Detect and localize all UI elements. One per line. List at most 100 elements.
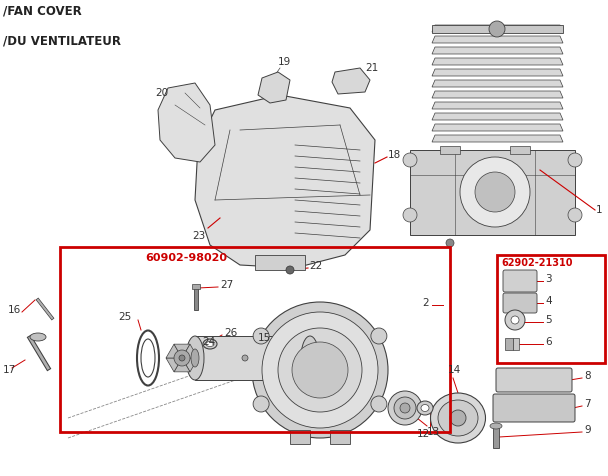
Circle shape (262, 312, 378, 428)
Bar (497, 255, 605, 363)
Circle shape (489, 21, 505, 37)
FancyBboxPatch shape (503, 293, 537, 313)
Text: 27: 27 (220, 280, 233, 290)
Polygon shape (432, 58, 563, 65)
Circle shape (253, 396, 269, 412)
Polygon shape (432, 113, 563, 120)
Polygon shape (174, 344, 190, 358)
Text: 4: 4 (545, 296, 551, 306)
Ellipse shape (30, 333, 46, 341)
Bar (308, 348, 322, 392)
Text: 3: 3 (545, 274, 551, 284)
Bar (410, 150, 575, 235)
Circle shape (253, 328, 269, 344)
Text: /DU VENTILATEUR: /DU VENTILATEUR (3, 34, 121, 47)
Polygon shape (432, 102, 563, 109)
Text: 5: 5 (545, 315, 551, 325)
Text: 7: 7 (584, 399, 590, 409)
Text: 2: 2 (422, 298, 429, 308)
Polygon shape (432, 25, 563, 32)
Bar (505, 338, 513, 350)
Polygon shape (166, 358, 182, 372)
Polygon shape (432, 124, 563, 131)
Polygon shape (195, 95, 375, 268)
Ellipse shape (186, 336, 204, 380)
Polygon shape (332, 68, 370, 94)
Text: 8: 8 (584, 371, 590, 381)
Bar (192, 284, 200, 289)
Ellipse shape (430, 393, 486, 443)
Polygon shape (432, 36, 563, 43)
Polygon shape (182, 358, 198, 372)
Ellipse shape (206, 341, 214, 347)
Circle shape (446, 239, 454, 247)
Bar (290, 430, 310, 444)
FancyBboxPatch shape (496, 368, 572, 392)
Text: 9: 9 (584, 425, 590, 435)
Bar (194, 286, 198, 310)
Text: 17: 17 (3, 365, 16, 375)
Circle shape (568, 208, 582, 222)
Polygon shape (432, 80, 563, 87)
Circle shape (403, 208, 417, 222)
Text: 25: 25 (118, 312, 131, 322)
Text: 19: 19 (278, 57, 291, 67)
Circle shape (278, 328, 362, 412)
Circle shape (174, 350, 190, 366)
Polygon shape (182, 344, 198, 358)
Circle shape (252, 302, 388, 438)
Bar (440, 146, 460, 154)
FancyBboxPatch shape (503, 270, 537, 292)
Circle shape (388, 391, 422, 425)
Circle shape (511, 316, 519, 324)
Polygon shape (166, 344, 182, 358)
Ellipse shape (438, 400, 478, 436)
Text: 21: 21 (365, 63, 378, 73)
Circle shape (450, 410, 466, 426)
Text: 15: 15 (258, 333, 271, 343)
Bar (330, 430, 350, 444)
Ellipse shape (203, 339, 217, 349)
Text: 22: 22 (309, 261, 322, 271)
Circle shape (394, 397, 416, 419)
Polygon shape (432, 91, 563, 98)
Bar (432, 25, 563, 33)
Bar (195, 336, 310, 380)
Ellipse shape (490, 423, 502, 429)
Ellipse shape (421, 405, 429, 411)
Circle shape (475, 172, 515, 212)
Text: 62902-21310: 62902-21310 (501, 258, 573, 268)
Text: 23: 23 (192, 231, 206, 241)
Text: 26: 26 (224, 328, 237, 338)
Circle shape (242, 355, 248, 361)
Text: 14: 14 (448, 365, 461, 375)
Bar (255, 255, 305, 270)
Text: 12: 12 (417, 429, 430, 439)
Ellipse shape (301, 336, 319, 380)
Bar (513, 338, 519, 350)
Circle shape (460, 157, 530, 227)
Text: 16: 16 (8, 305, 21, 315)
Circle shape (403, 153, 417, 167)
Text: 18: 18 (388, 150, 401, 160)
Circle shape (371, 396, 387, 412)
Bar (510, 146, 530, 154)
Text: 20: 20 (155, 88, 168, 98)
Text: 1: 1 (596, 205, 603, 215)
Polygon shape (432, 47, 563, 54)
Circle shape (292, 342, 348, 398)
Text: 24: 24 (202, 337, 215, 347)
Polygon shape (432, 69, 563, 76)
Ellipse shape (417, 401, 433, 415)
Circle shape (505, 310, 525, 330)
Circle shape (400, 403, 410, 413)
Polygon shape (174, 358, 190, 372)
FancyBboxPatch shape (493, 394, 575, 422)
Bar (60, 247, 450, 432)
Bar (493, 426, 499, 448)
Circle shape (179, 355, 185, 361)
Polygon shape (432, 135, 563, 142)
Polygon shape (158, 83, 215, 162)
Ellipse shape (191, 349, 199, 367)
Text: 13: 13 (427, 427, 440, 437)
